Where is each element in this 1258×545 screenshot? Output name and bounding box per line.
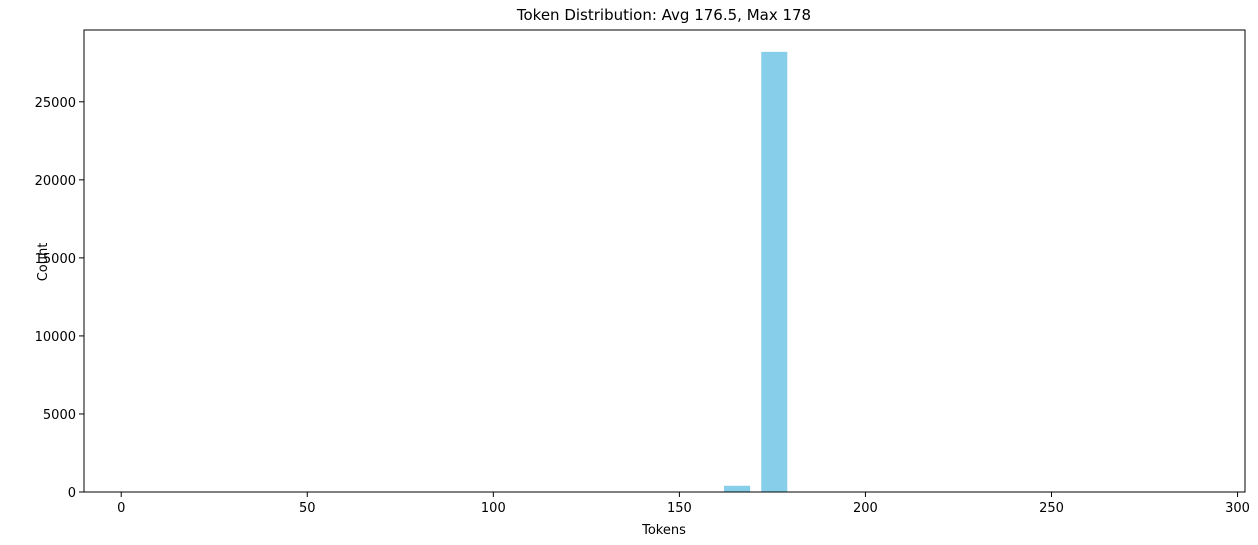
x-tick-label: 200	[853, 501, 878, 516]
y-axis-label: Count	[36, 243, 51, 282]
x-tick-label: 100	[481, 501, 506, 516]
histogram-bar-1	[761, 51, 788, 493]
x-axis: 0 50 100 150 200 250 300	[117, 492, 1250, 516]
x-tick-label: 300	[1225, 501, 1250, 516]
y-tick-label: 10000	[35, 330, 76, 345]
histogram-bar-0	[724, 485, 751, 492]
x-tick-label: 0	[117, 501, 125, 516]
y-tick-label: 0	[68, 486, 76, 501]
x-axis-label: Tokens	[641, 523, 686, 538]
y-tick-label: 20000	[35, 174, 76, 189]
y-tick-label: 15000	[35, 252, 76, 267]
plot-area	[724, 51, 788, 493]
y-tick-label: 25000	[35, 96, 76, 111]
y-axis: 0 5000 10000 15000 20000 25000	[35, 96, 84, 501]
y-tick-label: 5000	[43, 408, 76, 423]
chart-title: Token Distribution: Avg 176.5, Max 178	[516, 6, 811, 24]
x-tick-label: 250	[1039, 501, 1064, 516]
x-tick-label: 50	[299, 501, 316, 516]
plot-frame	[83, 29, 1246, 493]
x-tick-label: 150	[667, 501, 692, 516]
